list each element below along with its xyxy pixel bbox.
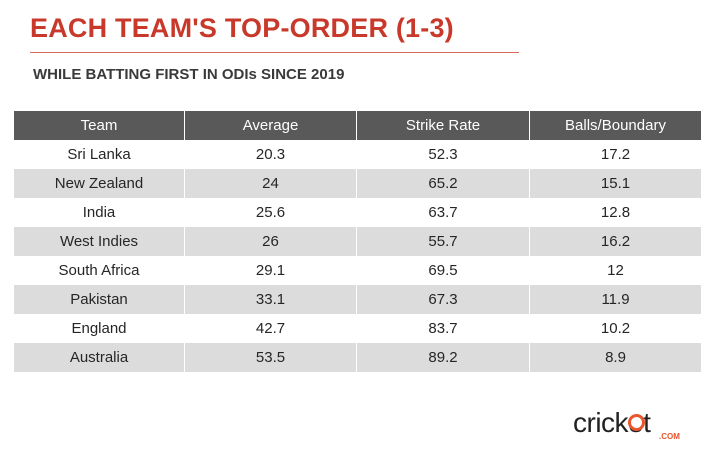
chart-title: EACH TEAM'S TOP-ORDER (1-3) xyxy=(30,13,454,43)
cell-balls-per-boundary: 15.1 xyxy=(530,169,701,198)
cell-average: 25.6 xyxy=(185,198,356,227)
cell-balls-per-boundary: 11.9 xyxy=(530,285,701,314)
cell-strike-rate: 65.2 xyxy=(357,169,529,198)
cell-balls-per-boundary: 12.8 xyxy=(530,198,701,227)
column-header-strike-rate: Strike Rate xyxy=(357,111,529,140)
cell-team: England xyxy=(14,314,184,343)
table-row: South Africa 29.1 69.5 12 xyxy=(14,256,701,285)
cell-team: South Africa xyxy=(14,256,184,285)
cell-strike-rate: 52.3 xyxy=(357,140,529,169)
stats-table: Team Average Strike Rate Balls/Boundary … xyxy=(13,111,702,372)
chart-subtitle: WHILE BATTING FIRST IN ODIs SINCE 2019 xyxy=(33,66,345,83)
cell-balls-per-boundary: 16.2 xyxy=(530,227,701,256)
cell-average: 26 xyxy=(185,227,356,256)
header-row: Team Average Strike Rate Balls/Boundary xyxy=(14,111,701,140)
table-row: Sri Lanka 20.3 52.3 17.2 xyxy=(14,140,701,169)
column-header-balls-per-boundary: Balls/Boundary xyxy=(530,111,701,140)
cell-balls-per-boundary: 8.9 xyxy=(530,343,701,372)
cell-team: Pakistan xyxy=(14,285,184,314)
logo-suffix: .COM xyxy=(659,432,680,441)
cell-average: 53.5 xyxy=(185,343,356,372)
cell-strike-rate: 55.7 xyxy=(357,227,529,256)
cell-strike-rate: 89.2 xyxy=(357,343,529,372)
table-row: Pakistan 33.1 67.3 11.9 xyxy=(14,285,701,314)
cell-strike-rate: 69.5 xyxy=(357,256,529,285)
cell-balls-per-boundary: 17.2 xyxy=(530,140,701,169)
cell-team: New Zealand xyxy=(14,169,184,198)
cell-average: 29.1 xyxy=(185,256,356,285)
table-row: New Zealand 24 65.2 15.1 xyxy=(14,169,701,198)
cell-team: India xyxy=(14,198,184,227)
table-row: India 25.6 63.7 12.8 xyxy=(14,198,701,227)
cell-average: 42.7 xyxy=(185,314,356,343)
cell-balls-per-boundary: 12 xyxy=(530,256,701,285)
table-row: England 42.7 83.7 10.2 xyxy=(14,314,701,343)
table-row: West Indies 26 55.7 16.2 xyxy=(14,227,701,256)
cell-average: 20.3 xyxy=(185,140,356,169)
cell-average: 33.1 xyxy=(185,285,356,314)
title-divider xyxy=(30,52,519,53)
cricket-ball-icon xyxy=(628,414,645,431)
cell-balls-per-boundary: 10.2 xyxy=(530,314,701,343)
cell-average: 24 xyxy=(185,169,356,198)
table-row: Australia 53.5 89.2 8.9 xyxy=(14,343,701,372)
cell-strike-rate: 63.7 xyxy=(357,198,529,227)
cell-team: Sri Lanka xyxy=(14,140,184,169)
cell-team: Australia xyxy=(14,343,184,372)
cell-team: West Indies xyxy=(14,227,184,256)
cell-strike-rate: 83.7 xyxy=(357,314,529,343)
column-header-team: Team xyxy=(14,111,184,140)
cell-strike-rate: 67.3 xyxy=(357,285,529,314)
cricket-com-logo: cricket .COM xyxy=(573,407,689,443)
column-header-average: Average xyxy=(185,111,356,140)
